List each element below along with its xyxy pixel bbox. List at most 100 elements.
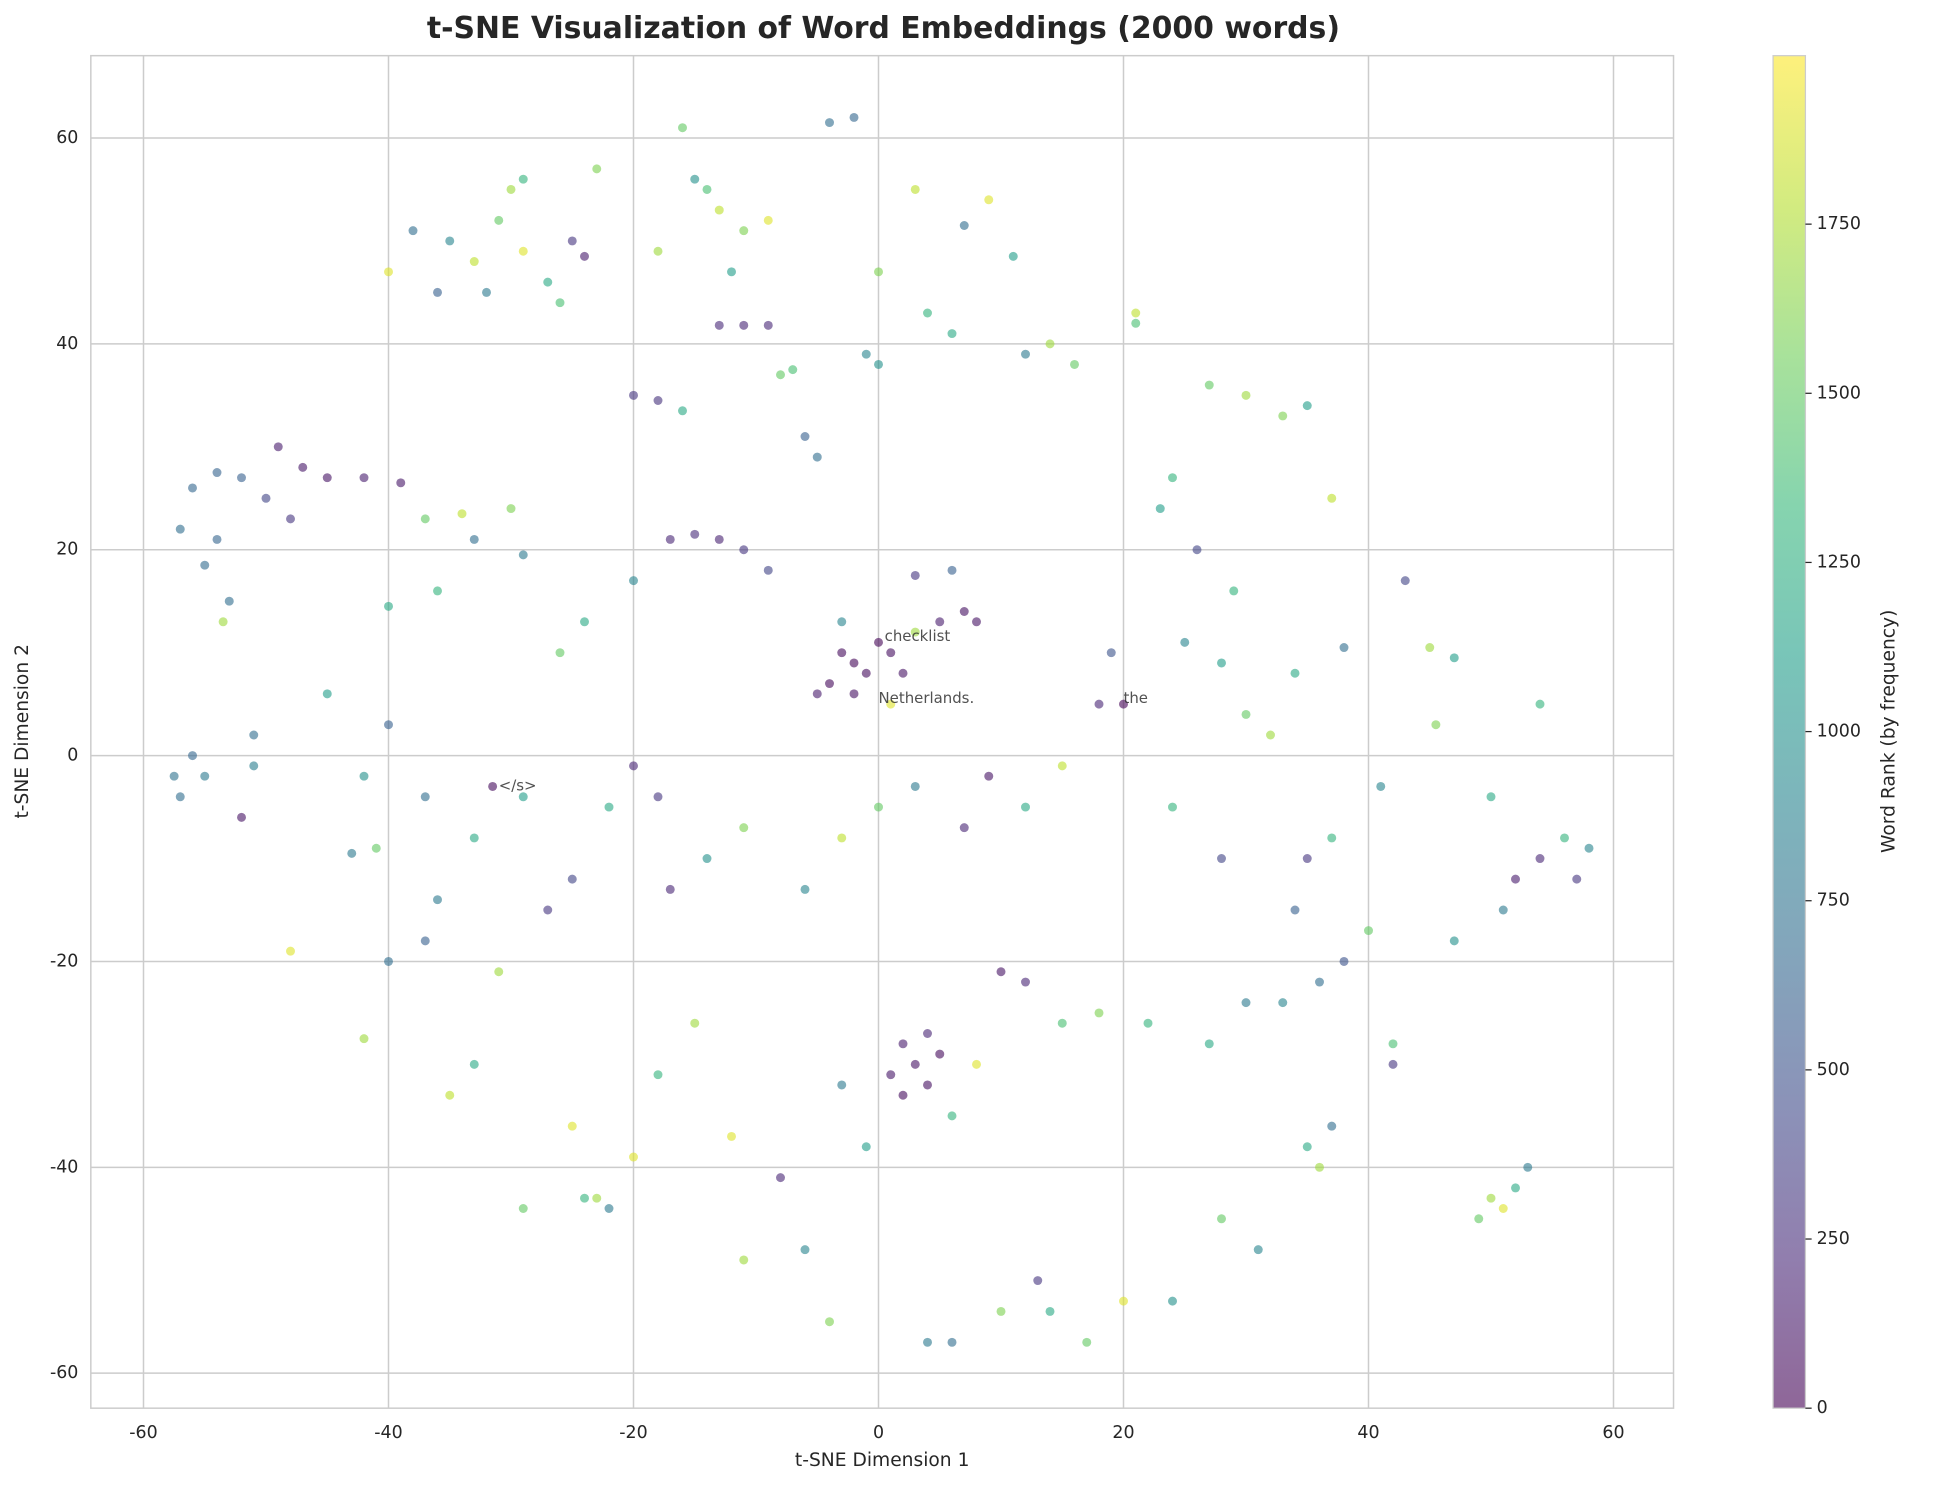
point bbox=[1021, 802, 1030, 812]
point bbox=[212, 468, 222, 478]
point bbox=[763, 565, 773, 575]
point bbox=[1388, 1059, 1398, 1069]
point bbox=[494, 967, 504, 977]
point bbox=[1327, 493, 1337, 503]
y-tick-label: 20 bbox=[56, 540, 78, 560]
point bbox=[1057, 761, 1067, 771]
colorbar-tick-label: 250 bbox=[1817, 1229, 1850, 1249]
point bbox=[923, 1029, 932, 1038]
point bbox=[996, 1306, 1006, 1316]
point bbox=[1315, 977, 1324, 987]
point bbox=[1217, 854, 1226, 864]
y-tick-label: 60 bbox=[56, 128, 78, 148]
point bbox=[494, 215, 504, 225]
point bbox=[420, 514, 430, 524]
point bbox=[984, 771, 994, 781]
point bbox=[445, 1090, 455, 1100]
point bbox=[923, 1337, 932, 1347]
point bbox=[175, 792, 185, 802]
point bbox=[886, 648, 896, 658]
point bbox=[1474, 1214, 1484, 1224]
point bbox=[714, 534, 724, 544]
point bbox=[371, 843, 381, 853]
point bbox=[1290, 905, 1300, 915]
point bbox=[224, 596, 234, 606]
point bbox=[984, 195, 994, 205]
point bbox=[469, 257, 479, 267]
point bbox=[910, 781, 920, 791]
point bbox=[1511, 1183, 1520, 1193]
point bbox=[237, 812, 246, 822]
point bbox=[874, 267, 883, 277]
point bbox=[1535, 699, 1545, 709]
point bbox=[702, 184, 712, 194]
point bbox=[1498, 1204, 1508, 1213]
point bbox=[849, 658, 859, 668]
point bbox=[384, 267, 393, 277]
point bbox=[629, 576, 638, 586]
point bbox=[543, 277, 553, 287]
point bbox=[923, 1080, 932, 1090]
point bbox=[1486, 1193, 1496, 1203]
point bbox=[837, 1080, 847, 1090]
point bbox=[1523, 1162, 1533, 1172]
point bbox=[1168, 802, 1177, 812]
point bbox=[739, 226, 749, 236]
point bbox=[604, 1204, 614, 1213]
point bbox=[861, 349, 871, 359]
point bbox=[886, 1070, 896, 1080]
point bbox=[592, 164, 602, 174]
point bbox=[1584, 843, 1594, 853]
point bbox=[1155, 504, 1165, 514]
colorbar-tick-label: 1250 bbox=[1817, 552, 1861, 572]
point bbox=[972, 617, 981, 627]
point bbox=[188, 751, 197, 761]
point bbox=[776, 1173, 785, 1183]
point bbox=[1070, 359, 1079, 369]
point bbox=[947, 1337, 957, 1347]
point bbox=[1119, 1296, 1128, 1306]
point bbox=[874, 359, 883, 369]
point bbox=[445, 236, 455, 246]
point bbox=[739, 823, 749, 833]
point bbox=[1131, 318, 1141, 328]
point bbox=[249, 730, 259, 740]
point bbox=[580, 1193, 589, 1203]
point bbox=[555, 298, 565, 308]
point bbox=[433, 287, 442, 297]
point bbox=[923, 308, 932, 318]
point bbox=[396, 478, 406, 488]
x-tick-label: -60 bbox=[129, 1423, 157, 1443]
point bbox=[825, 118, 834, 128]
point bbox=[1045, 1306, 1055, 1316]
point bbox=[347, 848, 357, 858]
point bbox=[1241, 998, 1251, 1008]
point bbox=[261, 493, 271, 503]
point bbox=[653, 792, 663, 802]
point bbox=[169, 771, 179, 781]
x-tick-label: -40 bbox=[374, 1423, 402, 1443]
point bbox=[1339, 956, 1349, 966]
point bbox=[886, 699, 896, 709]
annotation: the bbox=[1124, 689, 1149, 707]
annotation: Netherlands. bbox=[879, 689, 975, 707]
point bbox=[874, 637, 883, 647]
point bbox=[543, 905, 553, 915]
point bbox=[1315, 1162, 1324, 1172]
point bbox=[910, 184, 920, 194]
point bbox=[1204, 380, 1214, 390]
point bbox=[384, 956, 393, 966]
point bbox=[469, 833, 479, 843]
point bbox=[408, 226, 418, 236]
point bbox=[690, 1018, 700, 1028]
point bbox=[1106, 648, 1116, 658]
point bbox=[653, 246, 663, 256]
point bbox=[800, 432, 810, 441]
point bbox=[384, 720, 393, 730]
point bbox=[273, 442, 283, 452]
point bbox=[1008, 251, 1018, 261]
x-tick-label: 40 bbox=[1357, 1423, 1379, 1443]
point bbox=[1266, 730, 1275, 740]
point bbox=[837, 833, 847, 843]
